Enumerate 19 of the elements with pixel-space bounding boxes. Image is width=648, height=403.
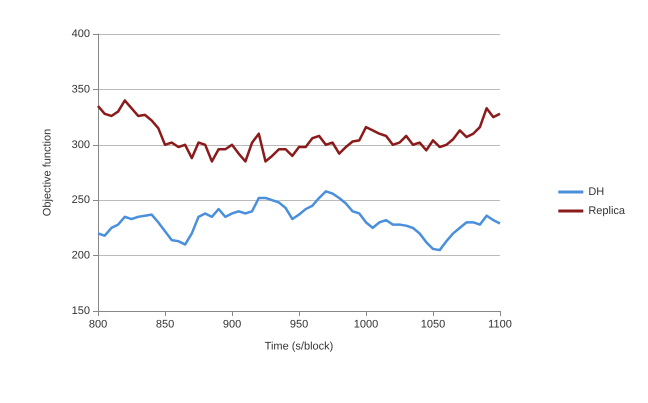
x-axis-title: Time (s/block) [264,340,334,352]
y-tick-label: 150 [72,305,90,317]
y-tick-label: 300 [72,138,90,151]
legend-label: DH [588,186,604,198]
x-tick-label: 1000 [354,318,378,330]
y-axis-title: Objective function [42,128,54,216]
y-tick-label: 350 [72,83,90,96]
x-tick-label: 800 [88,318,108,330]
line-series [96,190,502,252]
legend-label: Replica [588,205,626,217]
y-tick-label: 250 [72,194,90,206]
x-tick-label: 1100 [488,318,512,330]
x-tick-label: 900 [222,318,242,330]
x-tick-label: 950 [290,318,308,330]
y-tick-label: 200 [72,250,90,262]
x-tick-label: 850 [156,318,174,330]
y-tick-label: 400 [72,28,90,40]
x-tick-label: 1050 [420,318,446,330]
line-series [96,99,502,163]
